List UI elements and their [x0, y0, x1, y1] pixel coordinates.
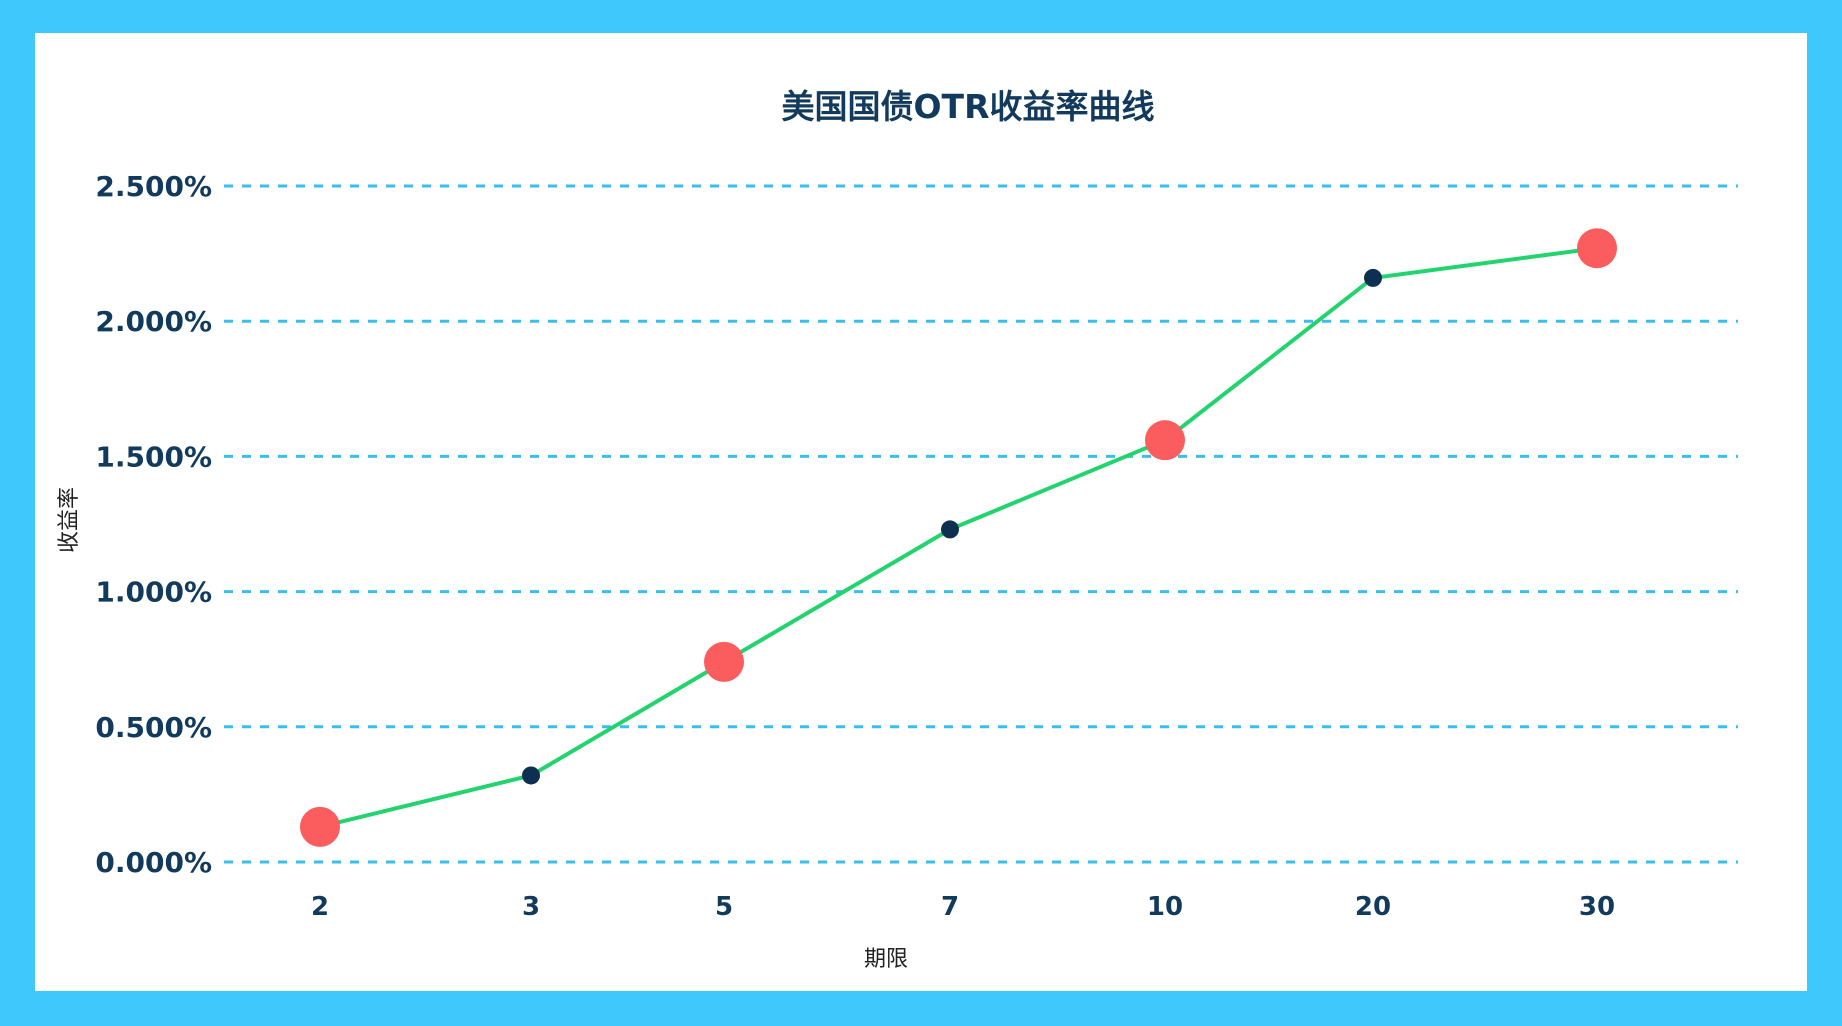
highlighted-data-point [300, 806, 340, 847]
y-tick-label: 0.000% [95, 846, 212, 879]
x-tick-label: 20 [1355, 892, 1391, 922]
grid-lines [224, 184, 1738, 864]
y-tick-label: 1.000% [95, 576, 212, 609]
highlighted-data-point [704, 641, 744, 682]
series-markers [300, 228, 1617, 847]
y-tick-label: 2.500% [95, 170, 212, 203]
data-point [522, 766, 540, 785]
y-axis-ticks: 0.000% 0.500% 1.000% 1.500% 2.000% 2.500% [95, 170, 212, 879]
y-tick-label: 0.500% [95, 711, 212, 744]
y-tick-label: 2.000% [95, 305, 212, 338]
x-tick-label: 30 [1579, 892, 1615, 922]
x-axis-ticks: 2 3 5 7 10 20 30 [311, 892, 1615, 922]
chart-title: 美国国债OTR收益率曲线 [782, 87, 1155, 126]
highlighted-data-point [1145, 420, 1185, 461]
series-line [319, 246, 1598, 829]
x-tick-label: 2 [311, 892, 329, 922]
data-point [941, 520, 959, 539]
x-tick-label: 7 [941, 892, 959, 922]
y-axis-label: 收益率 [57, 487, 82, 553]
y-tick-label: 1.500% [95, 440, 212, 473]
data-point [1364, 268, 1382, 287]
x-axis-label: 期限 [864, 947, 908, 972]
highlighted-data-point [1577, 228, 1617, 269]
x-tick-label: 10 [1147, 892, 1183, 922]
x-tick-label: 5 [715, 892, 733, 922]
x-tick-label: 3 [522, 892, 540, 922]
